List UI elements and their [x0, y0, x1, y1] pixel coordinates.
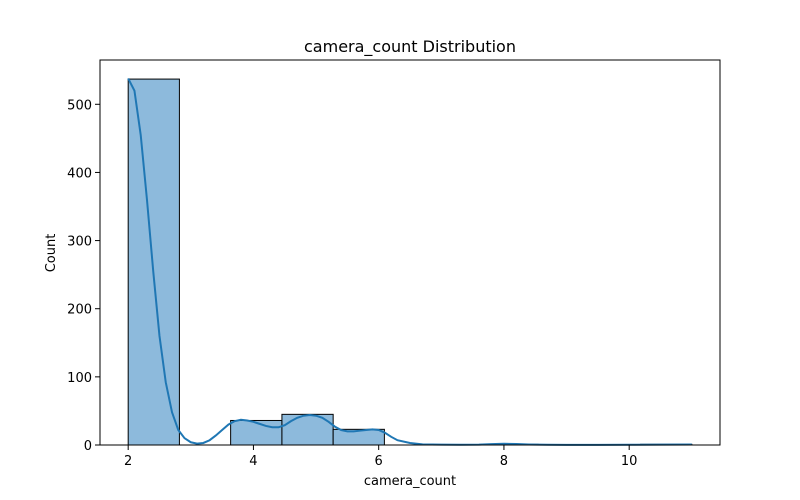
y-axis-ticks: 0 100 200 300 400 500: [67, 98, 100, 454]
y-tick-label: 300: [67, 235, 92, 250]
y-tick-label: 200: [67, 303, 92, 318]
y-tick-label: 100: [67, 371, 92, 386]
y-tick-label: 400: [67, 166, 92, 181]
x-tick-label: 6: [375, 454, 383, 469]
x-tick-label: 10: [621, 454, 638, 469]
histogram-bar-2: [230, 419, 283, 446]
y-axis-label: Count: [44, 234, 59, 273]
kde-curve: [127, 77, 692, 446]
x-axis-ticks: 2 4 6 8 10: [124, 445, 637, 469]
x-axis-label: camera_count: [364, 474, 456, 489]
x-tick-label: 2: [124, 454, 132, 469]
chart-title: camera_count Distribution: [304, 37, 516, 57]
y-tick-label: 0: [84, 439, 92, 454]
histogram-bars: [127, 78, 693, 446]
histogram-bar-0: [127, 78, 180, 446]
x-tick-label: 8: [500, 454, 508, 469]
x-tick-label: 4: [249, 454, 257, 469]
plot-frame: [99, 59, 721, 446]
y-tick-label: 500: [67, 98, 92, 113]
